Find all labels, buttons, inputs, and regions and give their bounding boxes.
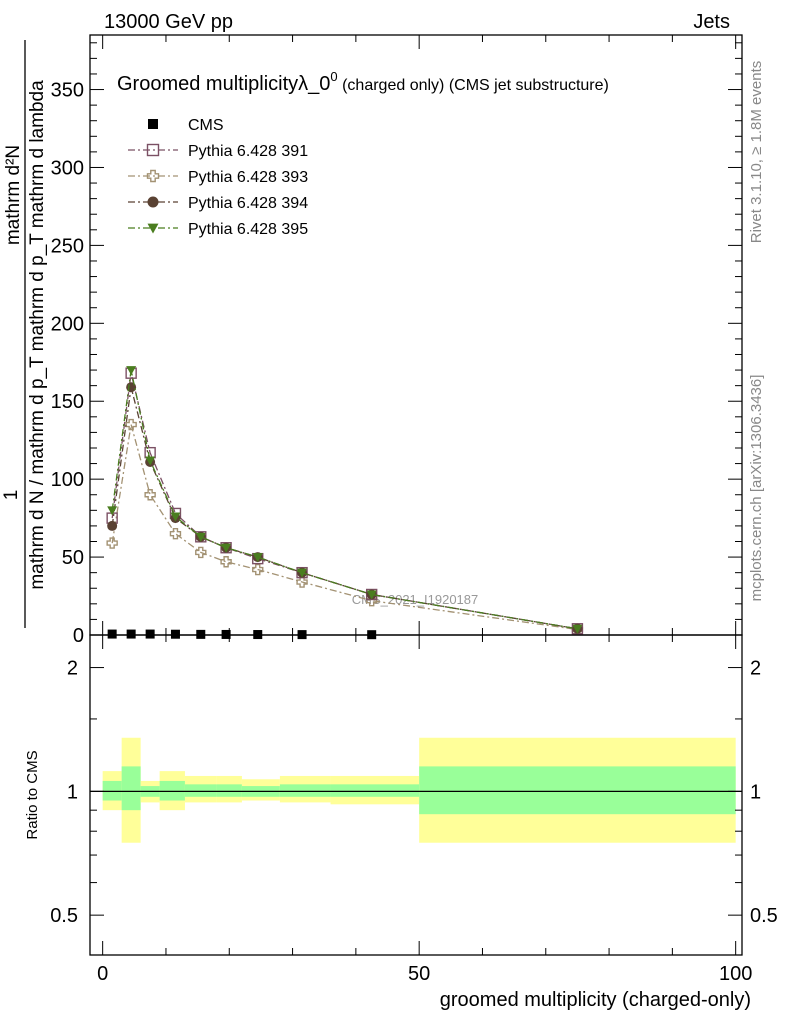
data-point bbox=[170, 512, 181, 522]
plot-title-suffix: (charged only) (CMS jet substructure) bbox=[338, 77, 609, 94]
plot-title-main: Groomed multiplicityλ_0 bbox=[117, 73, 330, 95]
legend-label: Pythia 6.428 393 bbox=[188, 169, 308, 186]
ratio-y-tick-label: 2 bbox=[67, 658, 78, 680]
data-point bbox=[144, 489, 156, 501]
legend-marker bbox=[147, 196, 159, 208]
legend: CMS Pythia 6.428 391 Pythia 6.428 393 Pythi… bbox=[128, 117, 308, 238]
data-point bbox=[252, 553, 263, 563]
data-point bbox=[145, 456, 156, 466]
header-energy-label: 13000 GeV pp bbox=[104, 11, 233, 33]
legend-entry: Pythia 6.428 393 bbox=[128, 169, 308, 186]
data-point bbox=[220, 556, 232, 568]
data-point bbox=[126, 366, 137, 376]
ratio-panel-frame bbox=[89, 634, 743, 956]
ratio-y-axis-label: Ratio to CMS bbox=[24, 750, 41, 839]
data-point bbox=[126, 629, 136, 639]
ratio-y-ticks: 0.5 0.5 1 1 2 2 bbox=[50, 658, 778, 928]
series-pythia-6-428-395 bbox=[107, 366, 583, 634]
x-tick-label: 50 bbox=[408, 963, 430, 985]
y-label-one: 1 bbox=[1, 490, 22, 501]
legend-marker bbox=[147, 223, 159, 234]
plot-title: Groomed multiplicityλ_00 (charged only) … bbox=[117, 69, 609, 95]
data-point bbox=[366, 590, 377, 600]
series-line bbox=[111, 387, 578, 630]
ratio-x-ticks: 0 50 100 bbox=[97, 635, 752, 985]
stat-uncertainty-band bbox=[121, 766, 141, 811]
data-point bbox=[297, 568, 308, 578]
ratio-y-tick-label: 0.5 bbox=[50, 905, 78, 927]
legend-entry: Pythia 6.428 394 bbox=[128, 195, 308, 212]
data-point bbox=[221, 543, 232, 553]
stat-uncertainty-band bbox=[330, 784, 420, 797]
main-series-group bbox=[106, 366, 584, 640]
mcplots-label: mcplots.cern.ch [arXiv:1306.3436] bbox=[748, 375, 765, 602]
rivet-version-label: Rivet 3.1.10, ≥ 1.8M events bbox=[748, 61, 765, 244]
ratio-panel: 0.5 0.5 1 1 2 2 0 50 100 Ratio to CMS groomed m… bbox=[24, 634, 778, 1011]
legend-marker bbox=[148, 119, 158, 129]
watermark: CMS_2021_I1920187 bbox=[352, 592, 479, 607]
y-tick-label: 0 bbox=[73, 625, 84, 647]
main-y-axis-label: 1 mathrm d²N mathrm d N / mathrm d p_T m… bbox=[1, 40, 48, 628]
stat-uncertainty-band bbox=[184, 784, 217, 797]
data-point bbox=[126, 382, 137, 393]
y-tick-label: 200 bbox=[51, 313, 84, 335]
data-point bbox=[572, 624, 583, 634]
y-tick-label: 250 bbox=[51, 235, 84, 257]
data-point bbox=[107, 506, 118, 516]
y-tick-label: 100 bbox=[51, 469, 84, 491]
ratio-y-tick-label: 1 bbox=[67, 781, 78, 803]
legend-marker bbox=[146, 143, 160, 157]
y-tick-label: 150 bbox=[51, 391, 84, 413]
stat-uncertainty-band bbox=[216, 784, 242, 797]
data-point bbox=[107, 629, 117, 639]
ratio-uncertainty-bands bbox=[102, 737, 736, 843]
series-line bbox=[111, 373, 578, 630]
data-point bbox=[107, 520, 118, 531]
ratio-y-tick-label-right: 0.5 bbox=[750, 905, 778, 927]
data-point bbox=[195, 546, 207, 559]
plot-title-sup: 0 bbox=[330, 69, 337, 84]
data-point bbox=[195, 532, 206, 542]
x-axis-label: groomed multiplicity (charged-only) bbox=[440, 989, 751, 1011]
x-tick-label: 0 bbox=[97, 963, 108, 985]
series-line bbox=[111, 369, 578, 630]
data-point bbox=[170, 629, 180, 639]
main-y-ticks: 0 50 100 150 200 250 300 350 bbox=[51, 42, 742, 647]
legend-label: Pythia 6.428 394 bbox=[188, 195, 308, 212]
data-point bbox=[145, 629, 155, 639]
ratio-y-tick-label-right: 1 bbox=[750, 781, 761, 803]
data-point bbox=[252, 563, 264, 576]
series-line bbox=[111, 424, 578, 631]
legend-entry: Pythia 6.428 395 bbox=[128, 221, 308, 238]
y-label-denominator: mathrm d N / mathrm d p_T mathrm d p_T m… bbox=[27, 80, 48, 590]
legend-label: Pythia 6.428 395 bbox=[188, 221, 308, 238]
legend-marker bbox=[146, 169, 160, 183]
x-tick-label: 100 bbox=[719, 963, 752, 985]
data-point bbox=[169, 528, 182, 540]
y-label-numerator: mathrm d²N bbox=[3, 145, 24, 245]
data-point bbox=[125, 418, 137, 431]
legend-entry: CMS bbox=[148, 117, 224, 134]
stat-uncertainty-band bbox=[419, 766, 736, 815]
legend-entry: Pythia 6.428 391 bbox=[128, 143, 308, 160]
y-tick-label: 300 bbox=[51, 157, 84, 179]
y-tick-label: 50 bbox=[62, 547, 84, 569]
ratio-y-tick-label-right: 2 bbox=[750, 658, 761, 680]
legend-label: CMS bbox=[188, 117, 224, 134]
legend-label: Pythia 6.428 391 bbox=[188, 143, 308, 160]
series-pythia-6-428-393 bbox=[106, 418, 584, 636]
header-category-label: Jets bbox=[693, 11, 730, 33]
data-point bbox=[106, 537, 118, 549]
stat-uncertainty-band bbox=[279, 784, 331, 797]
data-point bbox=[296, 576, 308, 588]
y-tick-label: 350 bbox=[51, 80, 84, 102]
